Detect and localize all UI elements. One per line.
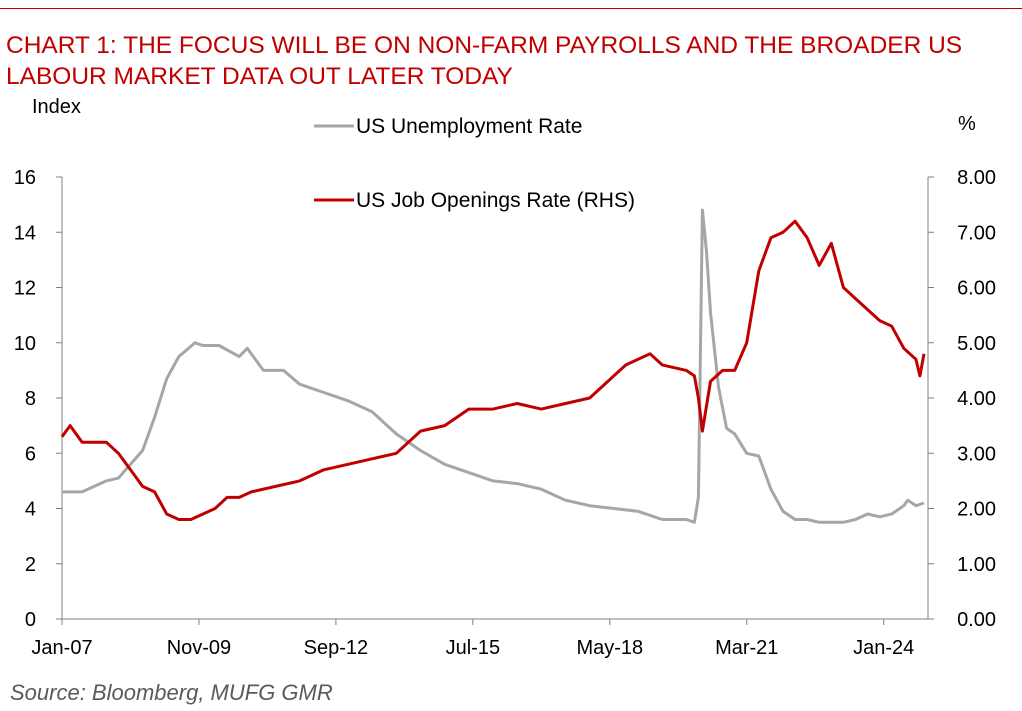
- left-tick-label: 2: [25, 554, 36, 576]
- right-tick-label: 7.00: [957, 222, 996, 244]
- left-tick-label: 16: [14, 167, 36, 189]
- left-tick-label: 12: [14, 278, 36, 300]
- right-tick-label: 0.00: [957, 609, 996, 631]
- left-tick-label: 10: [14, 333, 36, 355]
- right-axis-title: %: [958, 113, 976, 135]
- left-tick-label: 6: [25, 443, 36, 465]
- unemployment-rate-line: [62, 208, 925, 524]
- series-layer: [60, 208, 926, 524]
- left-tick-label: 4: [25, 499, 36, 521]
- x-tick-label: May-18: [576, 637, 643, 659]
- right-tick-label: 5.00: [957, 333, 996, 355]
- source-note: Source: Bloomberg, MUFG GMR: [10, 680, 333, 705]
- x-tick-label: Mar-21: [715, 637, 778, 659]
- axes: 0 2 4 6 8 10 12 14 16 0.00 1.00 2.00 3.00 4.00 5.00 6.0…: [14, 96, 996, 659]
- left-tick-label: 0: [25, 609, 36, 631]
- left-axis-title: Index: [32, 96, 81, 118]
- title-rule: [0, 8, 1022, 9]
- right-tick-label: 3.00: [957, 443, 996, 465]
- x-tick-label: Jan-07: [31, 637, 92, 659]
- chart-title: CHART 1: THE FOCUS WILL BE ON NON-FARM P…: [6, 32, 963, 90]
- right-tick-label: 6.00: [957, 278, 996, 300]
- right-tick-label: 1.00: [957, 554, 996, 576]
- left-tick-label: 8: [25, 388, 36, 410]
- right-tick-label: 8.00: [957, 167, 996, 189]
- job-openings-rate-line: [60, 219, 926, 521]
- legend-label-job-openings: US Job Openings Rate (RHS): [356, 189, 635, 212]
- left-tick-label: 14: [14, 222, 36, 244]
- x-tick-label: Jul-15: [446, 637, 500, 659]
- right-tick-label: 2.00: [957, 499, 996, 521]
- right-tick-label: 4.00: [957, 388, 996, 410]
- legend-label-unemployment: US Unemployment Rate: [356, 115, 582, 138]
- x-tick-label: Nov-09: [167, 637, 231, 659]
- x-tick-label: Sep-12: [304, 637, 369, 659]
- legend: US Unemployment Rate US Job Openings Rate…: [314, 115, 635, 212]
- x-tick-label: Jan-24: [853, 637, 914, 659]
